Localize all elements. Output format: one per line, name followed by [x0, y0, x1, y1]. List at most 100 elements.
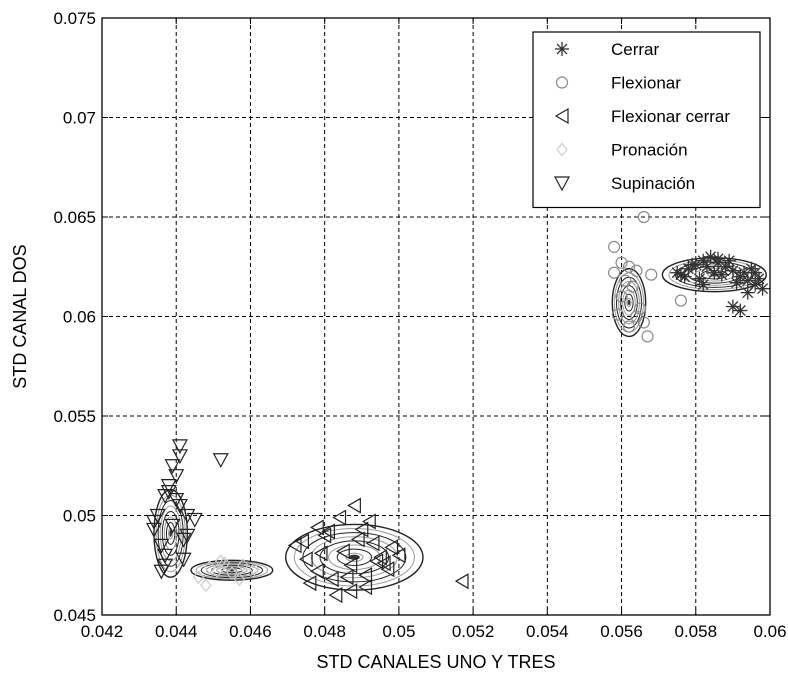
point-supinaci-n — [164, 459, 181, 475]
point-supinaci-n — [171, 439, 188, 455]
point-cerrar — [714, 267, 729, 282]
point-pronaci-n — [200, 578, 212, 593]
point-supinaci-n — [153, 538, 170, 554]
legend-box — [532, 31, 761, 209]
legend: Cerrar Flexionar Flexionar cerrar Pronación… — [532, 31, 761, 209]
point-flexionar-cerrar — [287, 537, 302, 554]
point-flexionar-cerrar — [321, 523, 335, 540]
point-flexionar-cerrar — [302, 575, 317, 592]
point-cerrar — [696, 277, 711, 292]
point-cerrar — [733, 303, 748, 318]
point-supinaci-n — [164, 518, 181, 534]
point-flexionar-cerrar — [391, 547, 406, 564]
contour-ellipse — [190, 559, 274, 581]
point-flexionar-cerrar — [362, 513, 376, 530]
point-cerrar — [748, 265, 763, 280]
point-cerrar — [755, 281, 770, 296]
x-tick-label: 0.056 — [600, 622, 643, 641]
point-flexionar-cerrar — [310, 563, 324, 580]
point-cerrar — [711, 251, 726, 266]
point-flexionar-cerrar — [380, 561, 395, 578]
point-supinaci-n — [168, 469, 185, 484]
point-flexionar-cerrar — [365, 535, 380, 552]
x-axis-label: STD CANALES UNO Y TRES — [316, 652, 555, 672]
point-flexionar — [674, 294, 688, 307]
point-flexionar — [637, 210, 650, 224]
y-tick-label: 0.055 — [53, 407, 96, 426]
point-cerrar — [699, 259, 714, 274]
point-flexionar-cerrar — [295, 533, 309, 550]
point-flexionar-cerrar — [350, 531, 365, 548]
point-flexionar — [637, 316, 650, 329]
point-flexionar-cerrar — [376, 555, 391, 572]
y-tick-label: 0.05 — [63, 507, 96, 526]
point-flexionar — [608, 266, 621, 279]
point-flexionar-cerrar — [347, 497, 361, 514]
x-tick-label: 0.054 — [526, 622, 569, 641]
point-pronaci-n — [203, 560, 216, 575]
contour-ellipse — [285, 523, 424, 591]
contour-ellipse — [345, 552, 364, 562]
point-cerrar — [729, 275, 744, 290]
contour-center — [169, 529, 172, 537]
point-supinaci-n — [157, 489, 174, 504]
contour-ellipse — [165, 521, 176, 545]
point-supinaci-n — [179, 528, 196, 544]
contour-center — [627, 299, 631, 306]
y-tick-label: 0.06 — [63, 308, 96, 327]
point-supinaci-n — [157, 558, 174, 574]
point-flexionar — [641, 330, 654, 343]
point-supinaci-n — [145, 514, 162, 530]
point-cerrar — [673, 267, 688, 282]
point-flexionar-cerrar — [317, 527, 332, 544]
point-flexionar-cerrar — [328, 587, 343, 604]
point-flexionar-cerrar — [358, 567, 373, 584]
point-pronaci-n — [218, 556, 231, 571]
y-tick-label: 0.045 — [53, 606, 96, 625]
point-flexionar — [615, 256, 628, 269]
point-flexionar — [630, 310, 643, 323]
point-supinaci-n — [168, 492, 185, 508]
contour-ellipse — [626, 297, 632, 308]
point-flexionar-cerrar — [336, 543, 350, 560]
point-flexionar-cerrar — [354, 521, 369, 538]
contour-ellipse — [661, 257, 767, 293]
point-flexionar — [608, 240, 621, 253]
point-flexionar — [622, 260, 636, 273]
point-supinaci-n — [186, 512, 203, 528]
contour-ellipse — [200, 562, 264, 579]
point-flexionar-cerrar — [310, 519, 324, 536]
point-pronaci-n — [237, 558, 249, 573]
point-flexionar-cerrar — [373, 549, 387, 566]
x-tick-label: 0.06 — [753, 622, 786, 641]
point-flexionar — [622, 320, 636, 333]
point-flexionar-cerrar — [332, 509, 347, 526]
point-supinaci-n — [212, 453, 229, 469]
point-flexionar — [611, 308, 624, 321]
points-layer — [145, 210, 770, 604]
x-tick-label: 0.048 — [303, 622, 346, 641]
legend-label: Cerrar — [611, 40, 660, 59]
contour-ellipse — [611, 268, 647, 338]
point-pronaci-n — [192, 570, 205, 585]
y-tick-label: 0.07 — [63, 109, 96, 128]
point-cerrar — [740, 285, 755, 300]
grid-layer — [102, 18, 770, 615]
point-flexionar — [619, 274, 632, 287]
point-cerrar — [725, 299, 740, 314]
legend-marker — [553, 176, 571, 192]
ticks-layer: 0.042 0.044 0.046 0.048 0.05 0.052 0.054 0.056 0… — [53, 9, 786, 641]
legend-label: Pronación — [611, 141, 688, 160]
legend-label: Flexionar cerrar — [611, 107, 730, 126]
legend-marker — [556, 142, 568, 157]
point-pronaci-n — [226, 566, 238, 581]
point-pronaci-n — [211, 564, 223, 579]
point-supinaci-n — [157, 548, 174, 564]
point-flexionar-cerrar — [343, 583, 358, 600]
x-tick-label: 0.052 — [452, 622, 495, 641]
point-supinaci-n — [160, 485, 177, 500]
y-tick-label: 0.065 — [53, 208, 96, 227]
contour-ellipse — [624, 293, 634, 312]
point-pronaci-n — [214, 554, 227, 569]
